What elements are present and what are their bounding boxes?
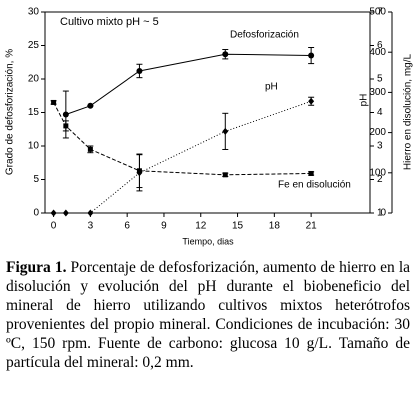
data-point bbox=[63, 123, 69, 129]
series-label: Fe en disolución bbox=[278, 180, 351, 191]
data-point bbox=[222, 172, 228, 178]
caption-label: Figura 1. bbox=[6, 259, 67, 276]
data-point bbox=[87, 146, 93, 152]
data-point bbox=[62, 209, 69, 217]
y2-tick-label: 4 bbox=[377, 107, 383, 118]
y-tick-label: 20 bbox=[28, 74, 40, 85]
data-point bbox=[222, 51, 229, 58]
y3-tick-label: 200 bbox=[369, 127, 386, 138]
x-tick-label: 15 bbox=[232, 221, 244, 232]
data-point bbox=[308, 52, 315, 59]
chart: Cultivo mixto pH ~ 5 Tiempo, dias Grado … bbox=[5, 7, 414, 247]
y2-tick-label: 6 bbox=[377, 40, 383, 51]
y2-tick-label: 3 bbox=[377, 141, 383, 152]
y-tick-label: 25 bbox=[28, 40, 40, 51]
x-tick-label: 9 bbox=[161, 221, 167, 232]
x-axis-label: Tiempo, dias bbox=[182, 236, 234, 246]
caption: Figura 1. Porcentaje de defosforización,… bbox=[6, 258, 410, 372]
series-label: Defosforización bbox=[230, 30, 299, 41]
y2-axis-label: pH bbox=[359, 94, 370, 107]
x-tick-label: 0 bbox=[51, 221, 57, 232]
annotation: Cultivo mixto pH ~ 5 bbox=[60, 16, 159, 28]
data-point bbox=[51, 99, 57, 105]
data-point bbox=[62, 111, 69, 118]
x-tick-label: 3 bbox=[88, 221, 94, 232]
y-tick-label: 30 bbox=[28, 7, 40, 18]
x-tick-label: 21 bbox=[306, 221, 318, 232]
y-tick-label: 10 bbox=[28, 141, 40, 152]
data-point bbox=[308, 170, 314, 176]
data-point bbox=[87, 102, 94, 109]
y3-tick-label: 100 bbox=[369, 167, 386, 178]
data-point bbox=[50, 209, 57, 217]
data-point bbox=[136, 67, 143, 74]
data-point bbox=[308, 97, 315, 105]
x-tick-label: 6 bbox=[124, 221, 130, 232]
caption-text: Porcentaje de defosforización, aumento d… bbox=[6, 259, 410, 371]
y3-tick-label: 500 bbox=[369, 7, 386, 18]
data-point bbox=[222, 127, 229, 135]
data-point bbox=[87, 209, 94, 217]
series-line bbox=[53, 102, 312, 176]
y-tick-label: 5 bbox=[33, 174, 39, 185]
y-tick-label: 0 bbox=[33, 208, 39, 219]
y2-tick-label: 1 bbox=[377, 208, 383, 219]
y3-tick-label: 400 bbox=[369, 47, 386, 58]
y-axis-label: Grado de defosforización, % bbox=[5, 49, 16, 175]
series-line bbox=[53, 100, 312, 214]
y2-tick-label: 7 bbox=[377, 7, 383, 18]
y2-tick-label: 2 bbox=[377, 174, 383, 185]
y3-axis-label: Hierro en disolución, mg/L bbox=[403, 53, 414, 170]
data-point bbox=[136, 169, 143, 177]
y3-tick-label: 0 bbox=[380, 208, 386, 219]
x-tick-label: 18 bbox=[269, 221, 281, 232]
y-tick-label: 15 bbox=[28, 107, 40, 118]
y3-tick-label: 300 bbox=[369, 87, 386, 98]
x-tick-label: 12 bbox=[195, 221, 207, 232]
y2-tick-label: 5 bbox=[377, 74, 383, 85]
series-label: pH bbox=[265, 82, 278, 93]
